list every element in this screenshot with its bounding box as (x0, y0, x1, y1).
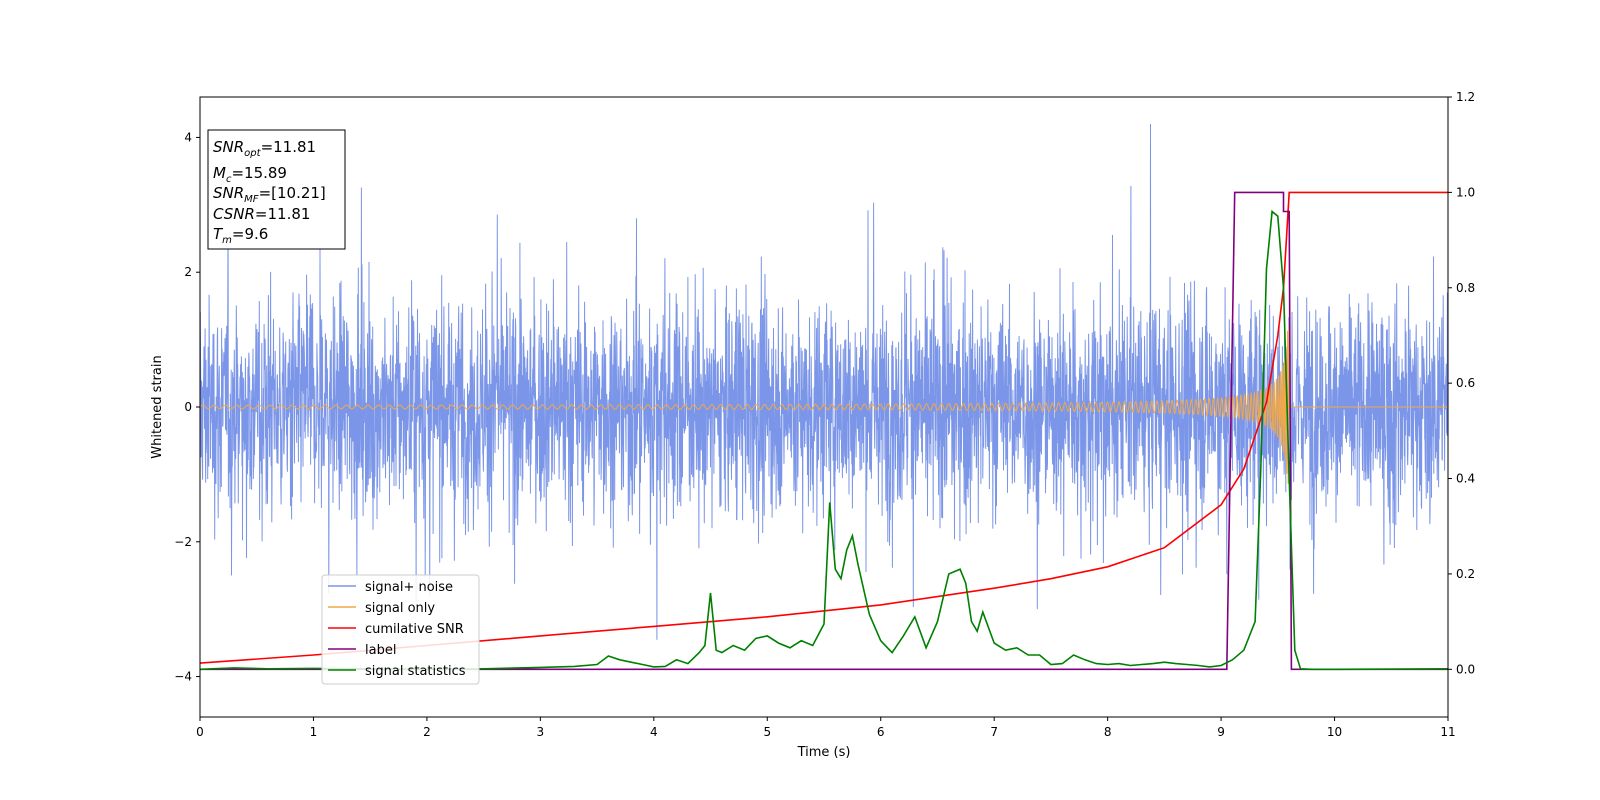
y-right-tick-label: 0.0 (1456, 662, 1475, 676)
svg-text:signal+ noise: signal+ noise (365, 580, 453, 595)
x-tick-label: 6 (877, 725, 885, 739)
legend-item-signal-statistics: signal statistics (328, 664, 466, 679)
x-tick-label: 7 (990, 725, 998, 739)
series-cumulative-snr (200, 191, 1448, 664)
series-signal-statistics (200, 209, 1448, 671)
y-left-tick-label: 0 (184, 400, 192, 414)
annotation-box: SNRopt=11.81 Mc=15.89 SNRMF=[10.21] CSNR… (207, 129, 346, 250)
y-axis-left: −4 −2 0 2 4 (174, 130, 200, 684)
y-right-tick-label: 0.2 (1456, 567, 1475, 581)
annotation-mc: Mc=15.89 (213, 164, 287, 185)
y-axis-label: Whitened strain (150, 355, 165, 458)
annotation-tm: Tm=9.6 (213, 225, 268, 246)
legend-item-label: label (328, 643, 396, 658)
x-axis: 0 1 2 3 4 5 6 7 8 9 10 11 (196, 717, 1456, 739)
x-axis-label: Time (s) (797, 745, 851, 760)
svg-text:label: label (365, 643, 396, 658)
series-label (200, 191, 1448, 671)
x-tick-label: 10 (1327, 725, 1342, 739)
x-tick-label: 5 (763, 725, 771, 739)
y-left-tick-label: −4 (174, 670, 192, 684)
annotation-csnr: CSNR=11.81 (213, 205, 310, 223)
y-left-tick-label: −2 (174, 535, 192, 549)
series-signal-noise (200, 123, 1448, 640)
y-right-tick-label: 1.0 (1456, 185, 1475, 199)
annotation-snr-opt: SNRopt=11.81 (213, 138, 316, 159)
legend-item-signal-noise: signal+ noise (328, 580, 453, 595)
x-tick-label: 4 (650, 725, 658, 739)
x-tick-label: 1 (310, 725, 318, 739)
y-right-tick-label: 0.8 (1456, 281, 1475, 295)
y-right-tick-label: 0.6 (1456, 376, 1475, 390)
x-tick-label: 2 (423, 725, 431, 739)
y-left-tick-label: 4 (184, 130, 192, 144)
series-signal-only (200, 326, 1448, 484)
legend-item-signal-only: signal only (328, 601, 435, 616)
svg-text:signal statistics: signal statistics (365, 664, 466, 679)
x-tick-label: 11 (1440, 725, 1455, 739)
x-tick-label: 0 (196, 725, 204, 739)
x-tick-label: 3 (537, 725, 545, 739)
x-tick-label: 9 (1217, 725, 1225, 739)
legend-item-cumulative-snr: cumilative SNR (328, 622, 464, 637)
y-right-tick-label: 0.4 (1456, 472, 1475, 486)
series-layer (200, 123, 1448, 671)
y-axis-right: 0.0 0.2 0.4 0.6 0.8 1.0 1.2 (1448, 90, 1475, 676)
y-left-tick-label: 2 (184, 265, 192, 279)
x-tick-label: 8 (1104, 725, 1112, 739)
annotation-snr-mf: SNRMF=[10.21] (213, 184, 326, 205)
svg-text:cumilative SNR: cumilative SNR (365, 622, 464, 637)
svg-text:signal only: signal only (365, 601, 435, 616)
y-right-tick-label: 1.2 (1456, 90, 1475, 104)
legend: signal+ noise signal only cumilative SNR… (321, 574, 480, 685)
